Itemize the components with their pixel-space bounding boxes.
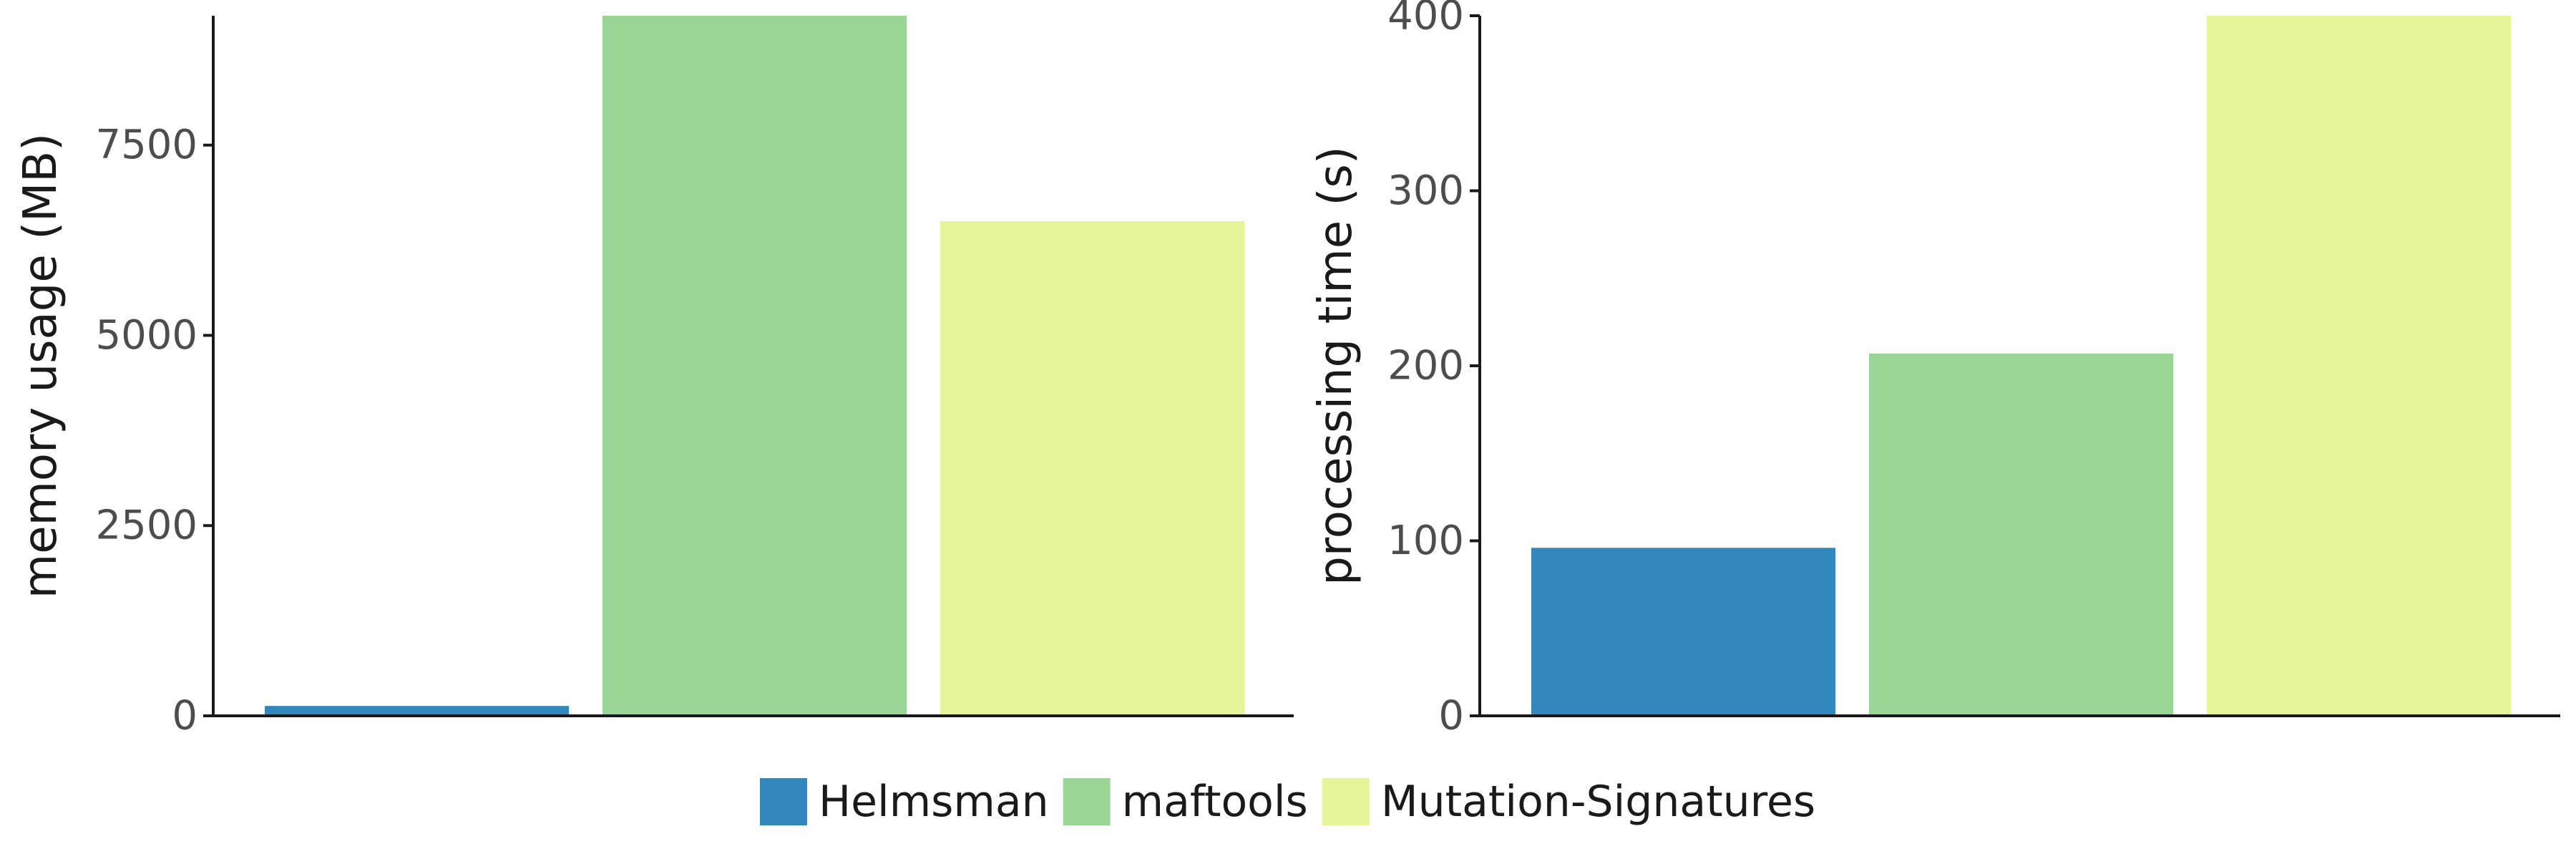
legend-swatch-mutation-signatures (1322, 778, 1370, 825)
legend-label-maftools: maftools (1122, 777, 1308, 827)
memory-usage-tick-label: 2500 (95, 503, 197, 549)
memory-usage-bars (265, 16, 1244, 716)
memory-usage-bar-helmsman (265, 706, 569, 716)
processing-time-bar-helmsman (1531, 548, 1835, 716)
memory-usage-bar-mutation-signatures (940, 221, 1244, 716)
processing-time-bar-mutation-signatures (2207, 16, 2511, 716)
legend-label-mutation-signatures: Mutation-Signatures (1381, 777, 1815, 827)
processing-time-y-ticks: 0 100 200 300 400 (1387, 0, 1480, 739)
processing-time-tick-label: 0 (1438, 693, 1464, 739)
legend-swatch-helmsman (760, 778, 807, 825)
memory-usage-axis-title: memory usage (MB) (14, 133, 67, 598)
legend: Helmsman maftools Mutation-Signatures (760, 777, 1815, 827)
memory-usage-tick-label: 7500 (95, 122, 197, 168)
memory-usage-panel: memory usage (MB) 0 2500 5000 7500 (14, 16, 1294, 739)
memory-usage-tick-label: 5000 (95, 312, 197, 359)
processing-time-axis-title: processing time (s) (1309, 146, 1362, 585)
processing-time-panel: processing time (s) 0 100 200 300 400 (1309, 0, 2560, 739)
processing-time-bars (1531, 16, 2511, 716)
legend-label-helmsman: Helmsman (819, 777, 1049, 827)
legend-swatch-maftools (1063, 778, 1111, 825)
memory-usage-bar-maftools (602, 16, 907, 716)
memory-usage-tick-label: 0 (172, 693, 197, 739)
processing-time-bar-maftools (1869, 353, 2173, 716)
processing-time-tick-label: 200 (1387, 343, 1464, 389)
processing-time-tick-label: 400 (1387, 0, 1464, 39)
memory-usage-y-ticks: 0 2500 5000 7500 (95, 122, 213, 739)
processing-time-tick-label: 300 (1387, 168, 1464, 214)
processing-time-tick-label: 100 (1387, 518, 1464, 564)
